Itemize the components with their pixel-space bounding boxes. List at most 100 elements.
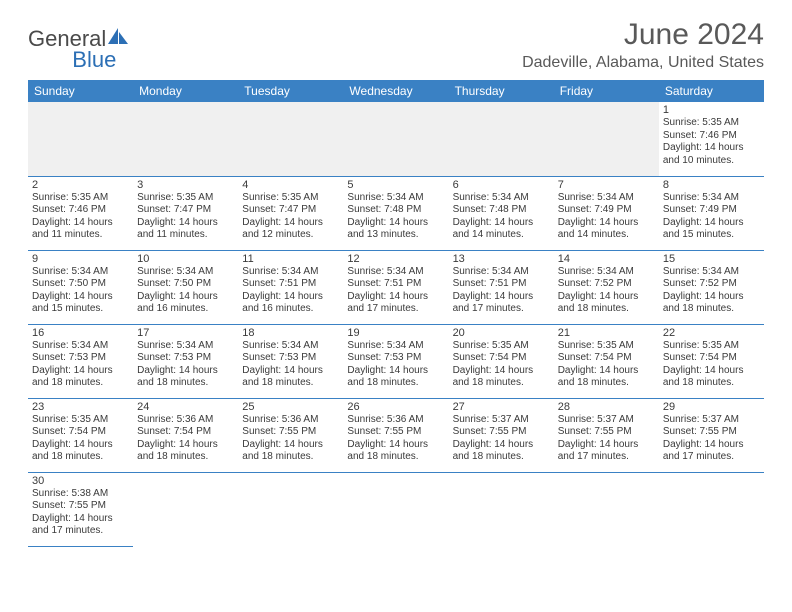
day-header: Wednesday [343, 80, 448, 102]
calendar-day: 20Sunrise: 5:35 AMSunset: 7:54 PMDayligh… [449, 324, 554, 398]
calendar-week: 30Sunrise: 5:38 AMSunset: 7:55 PMDayligh… [28, 472, 764, 546]
calendar-empty [554, 472, 659, 546]
day-header: Sunday [28, 80, 133, 102]
calendar-day: 24Sunrise: 5:36 AMSunset: 7:54 PMDayligh… [133, 398, 238, 472]
calendar-empty [343, 102, 448, 176]
calendar-day: 9Sunrise: 5:34 AMSunset: 7:50 PMDaylight… [28, 250, 133, 324]
day-info-line: Sunrise: 5:37 AM [558, 414, 655, 427]
day-info-line: Sunset: 7:52 PM [558, 278, 655, 291]
day-info-line: Sunset: 7:50 PM [32, 278, 129, 291]
day-info-line: Sunset: 7:50 PM [137, 278, 234, 291]
day-header: Saturday [659, 80, 764, 102]
day-info-line: Sunset: 7:47 PM [242, 204, 339, 217]
calendar-day: 28Sunrise: 5:37 AMSunset: 7:55 PMDayligh… [554, 398, 659, 472]
day-info-line: Sunset: 7:48 PM [347, 204, 444, 217]
day-info-line: Daylight: 14 hours [32, 291, 129, 304]
day-number: 19 [347, 327, 444, 339]
day-info-line: Daylight: 14 hours [347, 217, 444, 230]
day-info-line: Sunrise: 5:36 AM [242, 414, 339, 427]
day-info-line: Daylight: 14 hours [347, 365, 444, 378]
day-number: 21 [558, 327, 655, 339]
day-number: 6 [453, 179, 550, 191]
day-header-row: SundayMondayTuesdayWednesdayThursdayFrid… [28, 80, 764, 102]
day-info-line: Sunset: 7:52 PM [663, 278, 760, 291]
day-info-line: and 18 minutes. [32, 377, 129, 390]
day-info-line: Daylight: 14 hours [242, 365, 339, 378]
month-title: June 2024 [624, 18, 764, 52]
day-info-line: Sunrise: 5:35 AM [32, 192, 129, 205]
day-info-line: Sunrise: 5:37 AM [663, 414, 760, 427]
day-info-line: and 18 minutes. [242, 377, 339, 390]
calendar-day: 12Sunrise: 5:34 AMSunset: 7:51 PMDayligh… [343, 250, 448, 324]
day-info-line: and 18 minutes. [32, 451, 129, 464]
sail-icon [108, 28, 130, 46]
calendar-day: 19Sunrise: 5:34 AMSunset: 7:53 PMDayligh… [343, 324, 448, 398]
day-info-line: and 14 minutes. [453, 229, 550, 242]
calendar-day: 16Sunrise: 5:34 AMSunset: 7:53 PMDayligh… [28, 324, 133, 398]
day-info-line: Daylight: 14 hours [347, 439, 444, 452]
day-info-line: Daylight: 14 hours [32, 513, 129, 526]
calendar-empty [238, 102, 343, 176]
day-number: 25 [242, 401, 339, 413]
day-number: 9 [32, 253, 129, 265]
day-info-line: Sunset: 7:51 PM [453, 278, 550, 291]
day-info-line: Daylight: 14 hours [453, 291, 550, 304]
day-info-line: Sunrise: 5:35 AM [663, 117, 760, 130]
day-info-line: Daylight: 14 hours [663, 291, 760, 304]
day-info-line: Sunset: 7:54 PM [663, 352, 760, 365]
day-info-line: Sunrise: 5:35 AM [558, 340, 655, 353]
day-info-line: Sunset: 7:51 PM [347, 278, 444, 291]
calendar-day: 8Sunrise: 5:34 AMSunset: 7:49 PMDaylight… [659, 176, 764, 250]
day-info-line: and 18 minutes. [453, 377, 550, 390]
day-number: 3 [137, 179, 234, 191]
day-info-line: Sunset: 7:53 PM [137, 352, 234, 365]
calendar-day: 10Sunrise: 5:34 AMSunset: 7:50 PMDayligh… [133, 250, 238, 324]
day-number: 1 [663, 104, 760, 116]
day-header: Friday [554, 80, 659, 102]
day-info-line: Sunrise: 5:34 AM [663, 192, 760, 205]
calendar-body: 1Sunrise: 5:35 AMSunset: 7:46 PMDaylight… [28, 102, 764, 546]
day-number: 28 [558, 401, 655, 413]
day-info-line: Sunrise: 5:35 AM [137, 192, 234, 205]
calendar-empty [28, 102, 133, 176]
day-info-line: Sunset: 7:55 PM [558, 426, 655, 439]
day-info-line: Daylight: 14 hours [32, 217, 129, 230]
day-info-line: Sunset: 7:47 PM [137, 204, 234, 217]
calendar-day: 27Sunrise: 5:37 AMSunset: 7:55 PMDayligh… [449, 398, 554, 472]
day-info-line: Sunset: 7:46 PM [32, 204, 129, 217]
calendar-day: 6Sunrise: 5:34 AMSunset: 7:48 PMDaylight… [449, 176, 554, 250]
calendar-week: 2Sunrise: 5:35 AMSunset: 7:46 PMDaylight… [28, 176, 764, 250]
day-info-line: Sunrise: 5:35 AM [242, 192, 339, 205]
day-info-line: and 11 minutes. [32, 229, 129, 242]
calendar-empty [659, 472, 764, 546]
day-info-line: Sunset: 7:48 PM [453, 204, 550, 217]
day-info-line: and 18 minutes. [347, 377, 444, 390]
day-info-line: Sunset: 7:55 PM [347, 426, 444, 439]
day-header: Monday [133, 80, 238, 102]
day-info-line: Daylight: 14 hours [663, 217, 760, 230]
day-number: 12 [347, 253, 444, 265]
day-info-line: and 17 minutes. [453, 303, 550, 316]
day-number: 30 [32, 475, 129, 487]
day-info-line: and 17 minutes. [663, 451, 760, 464]
day-info-line: Daylight: 14 hours [242, 291, 339, 304]
day-info-line: Sunrise: 5:35 AM [453, 340, 550, 353]
day-number: 4 [242, 179, 339, 191]
day-info-line: Daylight: 14 hours [663, 365, 760, 378]
day-info-line: Sunset: 7:53 PM [347, 352, 444, 365]
day-number: 16 [32, 327, 129, 339]
day-info-line: Daylight: 14 hours [347, 291, 444, 304]
day-info-line: Daylight: 14 hours [558, 217, 655, 230]
calendar-day: 18Sunrise: 5:34 AMSunset: 7:53 PMDayligh… [238, 324, 343, 398]
day-info-line: and 10 minutes. [663, 155, 760, 168]
day-info-line: Daylight: 14 hours [32, 439, 129, 452]
day-info-line: Daylight: 14 hours [137, 291, 234, 304]
day-info-line: Daylight: 14 hours [558, 365, 655, 378]
day-info-line: Sunrise: 5:35 AM [663, 340, 760, 353]
day-info-line: Daylight: 14 hours [453, 217, 550, 230]
day-info-line: Sunrise: 5:36 AM [347, 414, 444, 427]
day-number: 5 [347, 179, 444, 191]
day-info-line: Daylight: 14 hours [32, 365, 129, 378]
day-info-line: and 16 minutes. [242, 303, 339, 316]
day-info-line: Daylight: 14 hours [453, 365, 550, 378]
